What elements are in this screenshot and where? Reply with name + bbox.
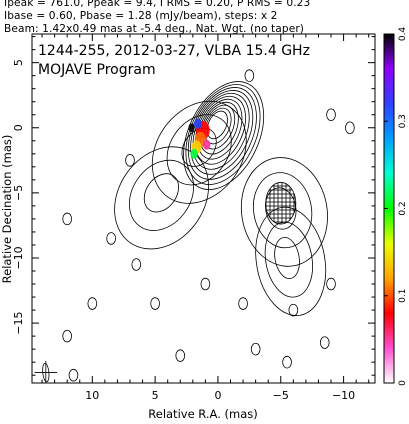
jet-contour: [240, 157, 328, 267]
noise-contour: [131, 258, 142, 271]
contour-layer: [34, 69, 355, 383]
noise-contour: [68, 368, 79, 382]
noise-contour: [319, 336, 330, 349]
x-tick-label: −10: [332, 389, 355, 402]
noise-contour: [345, 121, 355, 135]
header-line-3: Beam: 1.42x0.49 mas at -5.4 deg., Nat. W…: [4, 23, 305, 35]
x-tick-label: 10: [85, 389, 99, 402]
y-axis-label: Relative Decination (mas): [0, 135, 14, 284]
noise-contour: [125, 154, 135, 167]
y-tick-label: 5: [12, 59, 25, 66]
jet-contour: [181, 127, 217, 167]
core-contour: [197, 98, 243, 160]
noise-contour: [288, 303, 299, 317]
hatched-region: [265, 182, 297, 225]
polarization-patch: [188, 123, 195, 132]
noise-contour: [250, 342, 261, 356]
jet-contour: [129, 159, 194, 231]
x-axis-label: Relative R.A. (mas): [148, 407, 257, 421]
core-contour: [199, 101, 239, 155]
noise-contour: [238, 297, 248, 310]
x-tick-label: 0: [214, 389, 221, 402]
y-tick-label: −10: [12, 246, 25, 269]
x-axis-ticks: 10 5 0 −5 −10: [41, 34, 370, 402]
y-axis-ticks: 5 0 −5 −10 −15: [12, 36, 375, 376]
jet-contour: [264, 221, 313, 298]
polarization-color-layer: [188, 118, 211, 159]
noise-contour: [62, 212, 72, 226]
colorbar-tick-label: 0.1: [398, 289, 408, 303]
x-tick-label: 5: [152, 389, 159, 402]
colorbar-tick-label: 0.4: [398, 27, 408, 42]
polarization-patch: [190, 148, 198, 159]
noise-contour: [175, 349, 186, 362]
colorbar-tick-label: 0: [398, 380, 408, 386]
colorbar-tick-label: 0.3: [398, 114, 408, 128]
core-contour: [183, 81, 265, 190]
jet-contour: [143, 173, 179, 213]
noise-contour: [326, 108, 336, 121]
colorbar-ticks: 0 0.1 0.2 0.3 0.4: [384, 27, 408, 386]
colorbar-tick-label: 0.2: [398, 201, 408, 215]
polarization-patch: [202, 139, 211, 150]
core-contour: [185, 84, 261, 185]
jet-contour: [252, 172, 313, 249]
noise-contour: [200, 277, 211, 291]
chart-title: 1244-255, 2012-03-27, VLBA 15.4 GHz: [38, 43, 310, 59]
header-line-1: Ipeak = 761.0, Ppeak = 9.4, I RMS = 0.20…: [4, 0, 311, 9]
y-tick-label: 0: [12, 124, 25, 131]
noise-contour: [62, 329, 72, 343]
y-tick-label: −5: [12, 185, 25, 201]
chart-subtitle: MOJAVE Program: [38, 62, 156, 78]
noise-contour: [282, 355, 292, 369]
core-contour: [206, 110, 228, 140]
x-tick-label: −5: [273, 389, 289, 402]
jet-contour: [274, 236, 300, 280]
jet-contour: [151, 100, 247, 204]
noise-contour: [326, 277, 336, 291]
plot-frame: [31, 33, 376, 384]
y-tick-label: −15: [12, 311, 25, 334]
noise-contour: [87, 297, 98, 310]
noise-contour: [150, 297, 160, 310]
polarization-patch: [194, 118, 202, 129]
header-line-2: Ibase = 0.60, Pbase = 1.28 (mJy/beam), s…: [4, 10, 278, 22]
noise-contour: [106, 232, 116, 245]
noise-contour: [244, 69, 255, 82]
